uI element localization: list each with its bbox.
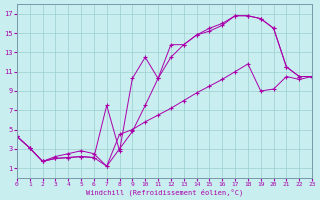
X-axis label: Windchill (Refroidissement éolien,°C): Windchill (Refroidissement éolien,°C) xyxy=(86,188,243,196)
